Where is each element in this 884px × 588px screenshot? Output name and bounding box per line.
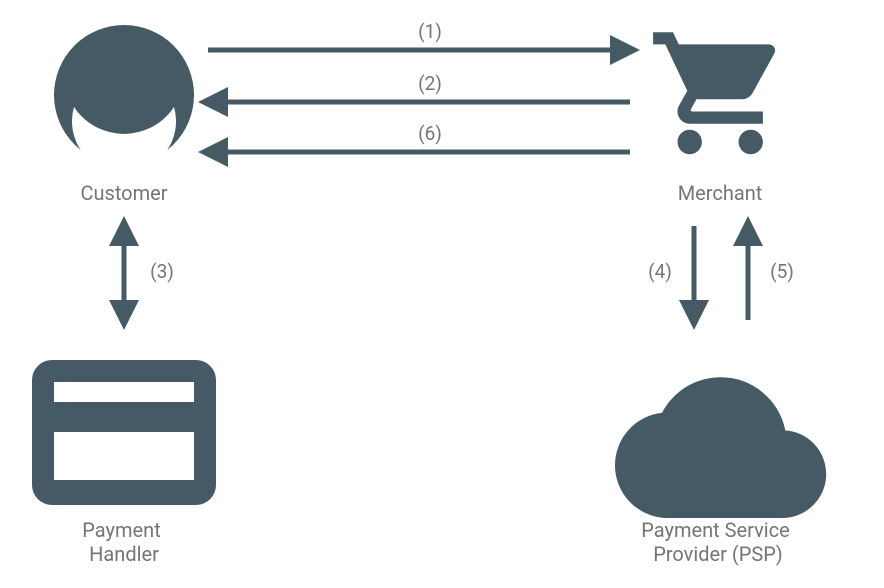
customer-icon [54,25,194,173]
psp-icon [615,377,826,518]
payment-flow-diagram: Customer Merchant Payment Handler Paymen… [0,0,884,588]
edge-label-e6: (6) [418,122,442,145]
psp-label-l2: Provider (PSP) [653,542,783,566]
edge-label-e3: (3) [150,260,174,283]
merchant-icon [653,32,775,154]
payment-handler-icon [32,360,216,505]
edge-label-e5: (5) [770,260,794,283]
edge-label-e2: (2) [418,72,442,95]
merchant-label: Merchant [678,181,763,205]
psp-label: Payment Service Provider (PSP) [641,518,794,566]
customer-label: Customer [80,181,167,205]
edge-label-e1: (1) [418,20,442,43]
payment-handler-label-l1: Payment [82,518,160,542]
payment-handler-label: Payment Handler [82,518,165,566]
psp-label-l1: Payment Service [641,518,789,542]
edge-label-e4: (4) [648,260,672,283]
payment-handler-label-l2: Handler [89,542,159,566]
